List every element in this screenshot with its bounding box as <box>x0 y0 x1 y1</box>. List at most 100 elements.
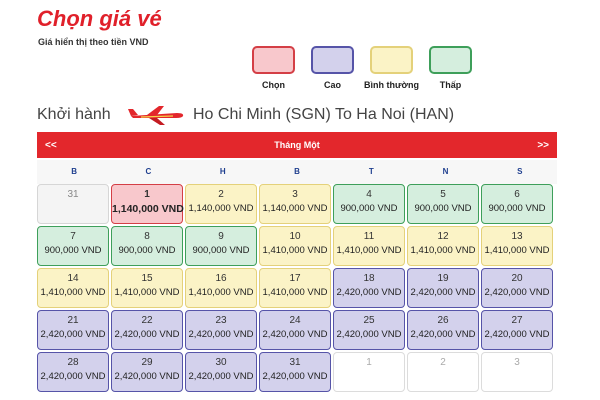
weekday-header: B C H B T N S <box>37 160 557 184</box>
day-number: 24 <box>289 315 301 326</box>
fare-price: 2,420,000 VND <box>114 371 180 382</box>
calendar-day-cell[interactable]: 15 1,410,000 VND <box>111 268 183 308</box>
calendar-day-cell[interactable]: 29 2,420,000 VND <box>111 352 183 392</box>
day-number: 13 <box>511 231 523 242</box>
day-number: 12 <box>437 231 449 242</box>
calendar-day-cell[interactable]: 31 <box>37 184 109 224</box>
fare-price: 2,420,000 VND <box>410 329 476 340</box>
calendar-day-cell[interactable]: 18 2,420,000 VND <box>333 268 405 308</box>
calendar-day-cell[interactable]: 3 <box>481 352 553 392</box>
calendar-day-cell[interactable]: 1 <box>333 352 405 392</box>
fare-price: 2,420,000 VND <box>262 329 328 340</box>
previous-month-button[interactable]: << <box>45 139 57 151</box>
calendar-day-cell[interactable]: 6 900,000 VND <box>481 184 553 224</box>
legend-swatch-selected <box>252 46 295 74</box>
fare-price: 2,420,000 VND <box>410 287 476 298</box>
day-number: 31 <box>289 357 301 368</box>
fare-price: 1,410,000 VND <box>114 287 180 298</box>
route-row: Khởi hành Ho Chi Minh (SGN) To Ha Noi (H… <box>37 103 557 127</box>
fare-price: 2,420,000 VND <box>40 329 106 340</box>
calendar-day-cell[interactable]: 7 900,000 VND <box>37 226 109 266</box>
calendar-day-cell[interactable]: 10 1,410,000 VND <box>259 226 331 266</box>
weekday-label: T <box>368 167 374 176</box>
calendar-day-cell[interactable]: 20 2,420,000 VND <box>481 268 553 308</box>
calendar-day-cell[interactable]: 31 2,420,000 VND <box>259 352 331 392</box>
calendar-day-cell[interactable]: 17 1,410,000 VND <box>259 268 331 308</box>
calendar-day-cell[interactable]: 16 1,410,000 VND <box>185 268 257 308</box>
calendar-day-cell[interactable]: 23 2,420,000 VND <box>185 310 257 350</box>
day-number: 26 <box>437 315 449 326</box>
legend-item-high: Cao <box>303 46 362 90</box>
day-number: 3 <box>514 357 520 368</box>
weekday-label: C <box>145 167 152 176</box>
fare-price: 1,410,000 VND <box>336 245 402 256</box>
calendar-day-cell[interactable]: 5 900,000 VND <box>407 184 479 224</box>
fare-price: 1,140,000 VND <box>188 203 254 214</box>
calendar-day-cell[interactable]: 28 2,420,000 VND <box>37 352 109 392</box>
legend-item-low: Thấp <box>421 46 480 90</box>
calendar-day-cell[interactable]: 25 2,420,000 VND <box>333 310 405 350</box>
calendar-day-cell[interactable]: 12 1,410,000 VND <box>407 226 479 266</box>
day-number: 22 <box>141 315 153 326</box>
day-number: 6 <box>514 189 520 200</box>
day-number: 5 <box>440 189 446 200</box>
calendar-day-cell[interactable]: 30 2,420,000 VND <box>185 352 257 392</box>
calendar-day-cell[interactable]: 14 1,410,000 VND <box>37 268 109 308</box>
calendar-day-cell[interactable]: 26 2,420,000 VND <box>407 310 479 350</box>
day-number: 11 <box>363 231 375 242</box>
fare-price: 1,410,000 VND <box>262 287 328 298</box>
departure-label: Khởi hành <box>37 106 111 123</box>
fare-price: 900,000 VND <box>488 203 546 214</box>
day-number: 20 <box>511 273 523 284</box>
calendar-day-cell[interactable]: 22 2,420,000 VND <box>111 310 183 350</box>
day-number: 29 <box>141 357 153 368</box>
fare-price: 2,420,000 VND <box>40 371 106 382</box>
calendar-day-cell[interactable]: 24 2,420,000 VND <box>259 310 331 350</box>
calendar-day-cell[interactable]: 4 900,000 VND <box>333 184 405 224</box>
calendar-day-cell[interactable]: 3 1,140,000 VND <box>259 184 331 224</box>
day-number: 30 <box>215 357 227 368</box>
fare-price: 2,420,000 VND <box>484 329 550 340</box>
fare-price: 2,420,000 VND <box>114 329 180 340</box>
calendar-day-cell[interactable]: 9 900,000 VND <box>185 226 257 266</box>
fare-price: 1,410,000 VND <box>410 245 476 256</box>
calendar-day-cell[interactable]: 11 1,410,000 VND <box>333 226 405 266</box>
day-number: 10 <box>289 231 301 242</box>
day-number: 16 <box>215 273 227 284</box>
fare-price: 1,410,000 VND <box>188 287 254 298</box>
calendar-day-cell[interactable]: 27 2,420,000 VND <box>481 310 553 350</box>
legend-item-normal: Bình thường <box>362 46 421 90</box>
calendar-day-cell[interactable]: 21 2,420,000 VND <box>37 310 109 350</box>
legend-swatch-low <box>429 46 472 74</box>
fare-price: 900,000 VND <box>192 245 250 256</box>
page-title: Chọn giá vé <box>37 6 162 31</box>
calendar-day-cell[interactable]: 19 2,420,000 VND <box>407 268 479 308</box>
fare-price: 2,420,000 VND <box>188 371 254 382</box>
fare-price: 900,000 VND <box>340 203 398 214</box>
fare-calendar-grid: 31 1 1,140,000 VND 2 1,140,000 VND 3 1,140,000… <box>37 184 557 392</box>
month-navigation: << Tháng Một >> <box>37 132 557 158</box>
legend-swatch-high <box>311 46 354 74</box>
calendar-day-cell[interactable]: 8 900,000 VND <box>111 226 183 266</box>
day-number: 8 <box>144 231 150 242</box>
fare-price: 900,000 VND <box>118 245 176 256</box>
day-number: 17 <box>289 273 301 284</box>
day-number: 28 <box>67 357 79 368</box>
fare-price: 2,420,000 VND <box>262 371 328 382</box>
calendar-day-cell[interactable]: 2 1,140,000 VND <box>185 184 257 224</box>
day-number: 3 <box>292 189 298 200</box>
day-number: 19 <box>437 273 449 284</box>
day-number: 7 <box>70 231 76 242</box>
fare-price: 900,000 VND <box>414 203 472 214</box>
airplane-icon <box>128 106 184 125</box>
calendar-day-cell[interactable]: 2 <box>407 352 479 392</box>
fare-price: 1,410,000 VND <box>262 245 328 256</box>
day-number: 31 <box>67 189 79 200</box>
day-number: 15 <box>141 273 153 284</box>
calendar-day-cell[interactable]: 13 1,410,000 VND <box>481 226 553 266</box>
calendar-day-cell[interactable]: 1 1,140,000 VND <box>111 184 184 224</box>
next-month-button[interactable]: >> <box>537 139 549 151</box>
weekday-label: H <box>219 167 226 176</box>
day-number: 2 <box>218 189 224 200</box>
price-legend: Chọn Cao Bình thường Thấp <box>244 46 480 90</box>
